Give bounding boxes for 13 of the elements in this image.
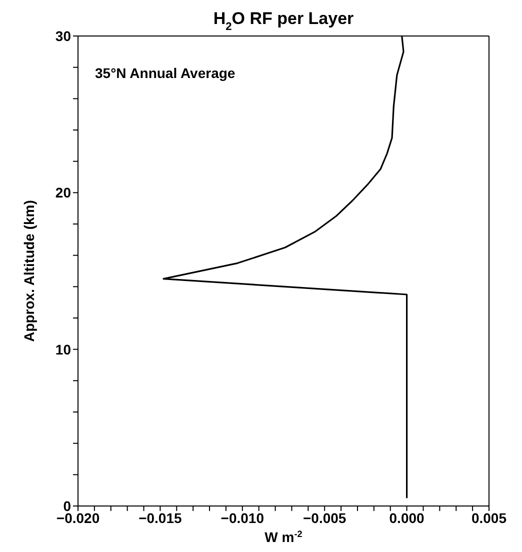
- y-tick-label: 20: [55, 184, 72, 201]
- y-axis-title: Approx. Altitude (km): [21, 200, 37, 342]
- y-tick-label: 30: [55, 28, 72, 44]
- x-tick-label: 0.005: [471, 510, 507, 526]
- y-tick-label: 10: [55, 341, 72, 358]
- x-tick-label: −0.010: [220, 510, 264, 526]
- x-axis-title: W m$^{-2}$: [264, 529, 302, 545]
- y-tick-label: 0: [63, 498, 72, 514]
- x-tick-label: −0.015: [138, 510, 182, 526]
- annotation: 35°N Annual Average: [95, 65, 236, 81]
- x-tick-label: 0.000: [389, 510, 425, 526]
- x-tick-label: −0.005: [302, 510, 346, 526]
- chart-title: H$_{2}$O RF per Layer: [213, 9, 354, 33]
